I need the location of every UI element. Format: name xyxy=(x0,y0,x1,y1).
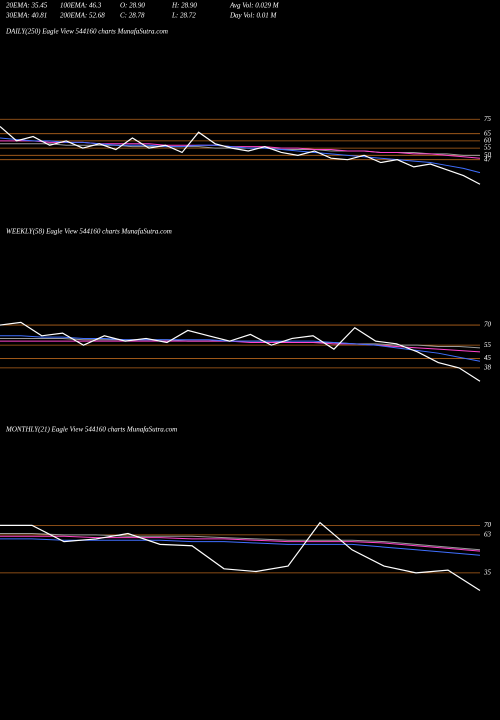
header-stat: C: 28.78 xyxy=(120,12,145,20)
price-line xyxy=(0,533,481,551)
header-stat: Day Vol: 0.01 M xyxy=(229,12,277,20)
y-tick-label: 35 xyxy=(483,568,492,576)
header-stat: 100EMA: 46.3 xyxy=(60,2,102,10)
y-tick-label: 63 xyxy=(484,530,492,538)
header-stat: 30EMA: 40.81 xyxy=(5,12,47,20)
header-stat: O: 28.90 xyxy=(120,2,145,10)
header-stat: Avg Vol: 0.029 M xyxy=(229,2,280,10)
y-tick-label: 50 xyxy=(484,151,492,159)
price-line xyxy=(0,321,481,382)
y-tick-label: 60 xyxy=(484,136,492,144)
y-tick-label: 47 xyxy=(484,155,492,163)
header-stat: 20EMA: 35.45 xyxy=(6,2,48,10)
price-line xyxy=(0,521,481,592)
y-tick-label: 45 xyxy=(484,354,492,362)
price-line xyxy=(0,535,481,552)
price-line xyxy=(0,137,481,174)
header-stat: H: 28.90 xyxy=(171,2,197,10)
y-tick-label: 70 xyxy=(484,521,492,529)
y-tick-label: 65 xyxy=(484,129,492,137)
price-line xyxy=(0,340,481,353)
price-line xyxy=(0,125,481,185)
price-line xyxy=(0,335,481,362)
y-tick-label: 75 xyxy=(484,115,492,123)
y-tick-label: 55 xyxy=(484,341,492,349)
panel-title: DAILY(250) Eagle View 544160 charts Muna… xyxy=(5,28,168,36)
header-stat: 200EMA: 52.68 xyxy=(60,12,105,20)
panel-title: WEEKLY(58) Eagle View 544160 charts Muna… xyxy=(6,228,172,236)
y-tick-label: 55 xyxy=(484,144,492,152)
y-tick-label: 70 xyxy=(484,321,492,329)
y-tick-label: 38 xyxy=(483,364,492,372)
header-stat: L: 28.72 xyxy=(171,12,196,20)
panel-title: MONTHLY(21) Eagle View 544160 charts Mun… xyxy=(5,426,177,434)
